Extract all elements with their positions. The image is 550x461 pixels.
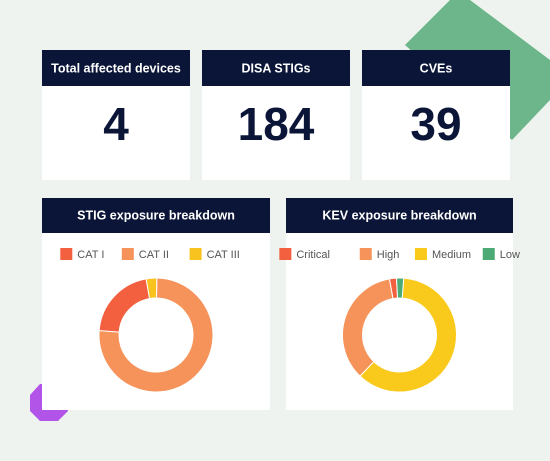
stat-label: DISA STIGs [242,61,311,75]
stat-label: Total affected devices [51,61,181,75]
chart-title: KEV exposure breakdown [322,208,476,222]
legend-swatch [414,248,427,260]
legend-swatch [60,248,73,260]
stat-card-header [42,50,190,86]
legend-swatch [359,248,372,260]
donut-segment [359,277,457,393]
legend-label: CAT III [207,249,240,261]
chart-header [42,198,270,233]
donut-segment [145,277,158,300]
stat-card-header [202,50,350,86]
legend-label: Critical [296,249,330,261]
legend-label: Medium [432,249,471,261]
stat-label: CVEs [420,61,453,75]
stat-value: 4 [103,98,129,150]
stat-value: 39 [410,98,461,150]
legend-label: High [377,249,400,261]
chart-title: STIG exposure breakdown [77,208,235,222]
legend-swatch [189,248,202,260]
stat-card-header [362,50,510,86]
chart-header [286,198,513,233]
stat-value: 184 [238,98,315,150]
legend-label: CAT I [77,249,104,261]
donut-segment [98,277,214,393]
legend-swatch [121,248,134,260]
legend-label: Low [500,249,520,261]
legend-label: CAT II [139,249,169,261]
legend-swatch [279,248,292,260]
donut-segment [395,277,405,299]
legend-swatch [482,248,495,260]
